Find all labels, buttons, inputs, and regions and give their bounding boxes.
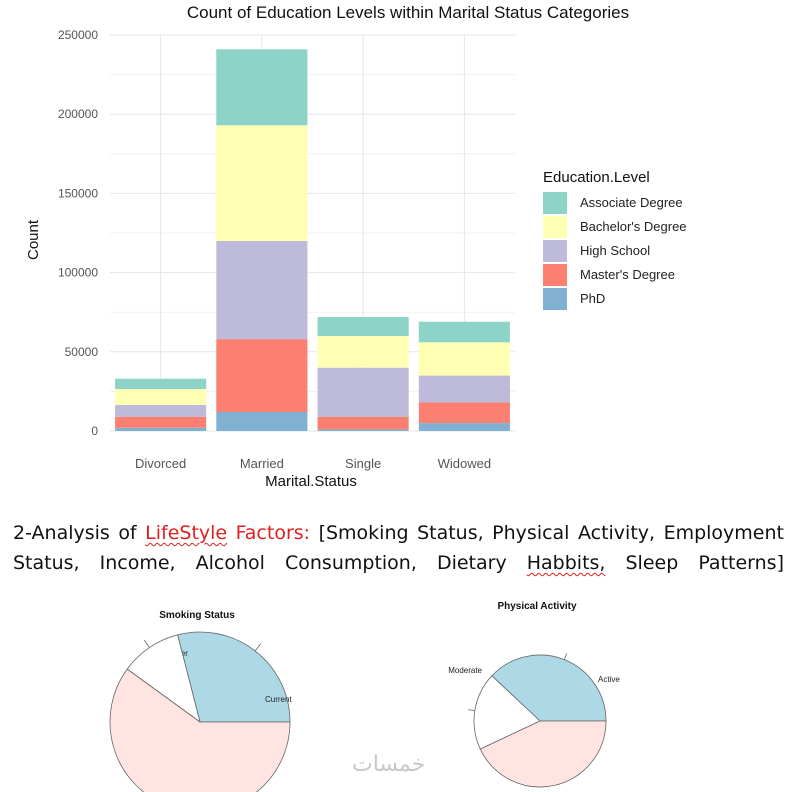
x-tick-label: Single	[345, 456, 381, 471]
legend-swatch	[543, 192, 567, 214]
word-smoking: [Smoking	[318, 522, 409, 544]
bar-divorced-associate-degree	[115, 378, 207, 390]
word-dietary: Dietary	[436, 552, 507, 574]
legend-label: PhD	[580, 291, 605, 306]
word-habbits: Habbits,	[526, 552, 606, 574]
pie-label-active: Active	[598, 675, 620, 684]
legend-label: Bachelor's Degree	[580, 219, 687, 234]
bar-widowed-high-school	[418, 375, 510, 403]
bar-widowed-phd	[418, 423, 510, 431]
bar-married-high-school	[216, 240, 308, 340]
chart-title: Count of Education Levels within Marital…	[187, 3, 629, 22]
pie-label-moderate: Moderate	[448, 666, 482, 675]
bar-single-bachelor-s-degree	[317, 335, 409, 368]
pie-label-leader	[254, 643, 261, 652]
bar-married-associate-degree	[216, 49, 308, 126]
pie-title: Physical Activity	[497, 601, 577, 612]
bar-divorced-bachelor-s-degree	[115, 389, 207, 405]
y-tick-label: 150000	[58, 186, 98, 200]
physical-activity-pie: Physical Activity Moderate Active	[448, 601, 620, 788]
y-tick-label: 0	[91, 424, 98, 438]
word-patterns: Patterns]	[698, 552, 784, 574]
bar-widowed-associate-degree	[418, 321, 510, 343]
bar-married-bachelor-s-degree	[216, 125, 308, 241]
word-lifestyle: LifeStyle	[145, 522, 228, 544]
word-activity: Activity,	[577, 522, 656, 544]
y-tick-label: 50000	[65, 345, 99, 359]
paragraph-line-2: Status, Income, Alcohol Consumption, Die…	[13, 548, 784, 578]
bar-married-master-s-degree	[216, 339, 308, 412]
lifestyle-paragraph: 2-Analysis of LifeStyle Factors: [Smokin…	[13, 518, 784, 578]
legend-label: Associate Degree	[580, 195, 683, 210]
y-axis-label: Count	[25, 219, 42, 260]
y-tick-label: 200000	[58, 107, 98, 121]
bar-widowed-bachelor-s-degree	[418, 342, 510, 376]
legend-title: Education.Level	[543, 169, 650, 186]
x-tick-label: Married	[240, 456, 284, 471]
pie-slice-moderate	[491, 654, 607, 722]
pie-label-leader	[563, 653, 568, 660]
education-marital-chart: 0 50000 100000 150000 200000 250000 Divorced Ma…	[25, 3, 687, 490]
pie-label-leader	[144, 639, 150, 648]
bar-single-associate-degree	[317, 316, 409, 336]
smoking-status-pie: Smoking StatusFormerCurrent	[109, 610, 292, 792]
bar-divorced-phd	[115, 427, 207, 431]
legend-label: High School	[580, 243, 650, 258]
pie-slice-active	[473, 675, 541, 750]
word-status: Status,	[417, 522, 484, 544]
pie-title: Smoking Status	[159, 610, 235, 621]
word-factors: Factors:	[235, 522, 311, 544]
pie-label-leader	[468, 709, 475, 712]
word-alcohol: Alcohol	[195, 552, 265, 574]
pie-slice-never	[109, 668, 291, 792]
bar-single-phd	[317, 429, 409, 431]
pie-label-current: Current	[265, 695, 292, 704]
x-axis-label: Marital.Status	[265, 473, 357, 490]
legend-swatch	[543, 264, 567, 286]
word-status-2: Status,	[13, 552, 80, 574]
word-employment: Employment	[663, 522, 784, 544]
word-consumption: Consumption,	[285, 552, 417, 574]
word-analysis: 2-Analysis	[13, 522, 110, 544]
bar-married-phd	[216, 411, 308, 431]
word-physical: Physical	[492, 522, 570, 544]
legend-swatch	[543, 288, 567, 310]
word-sleep: Sleep	[625, 552, 679, 574]
y-tick-label: 100000	[58, 266, 98, 280]
bar-widowed-master-s-degree	[418, 402, 510, 424]
pie-slice-sedentary	[479, 720, 607, 788]
legend-label: Master's Degree	[580, 267, 675, 282]
legend-swatch	[543, 216, 567, 238]
word-income: Income,	[99, 552, 176, 574]
bar-single-high-school	[317, 367, 409, 417]
y-tick-label: 250000	[58, 28, 98, 42]
pie-slice-former	[177, 631, 291, 723]
x-tick-label: Widowed	[438, 456, 491, 471]
bar-divorced-master-s-degree	[115, 416, 207, 428]
bar-single-master-s-degree	[317, 416, 409, 430]
x-tick-label: Divorced	[135, 456, 186, 471]
word-of: of	[118, 522, 137, 544]
bar-divorced-high-school	[115, 404, 207, 417]
paragraph-line-1: 2-Analysis of LifeStyle Factors: [Smokin…	[13, 518, 784, 548]
watermark-text: خمسات	[352, 752, 426, 777]
legend-swatch	[543, 240, 567, 262]
